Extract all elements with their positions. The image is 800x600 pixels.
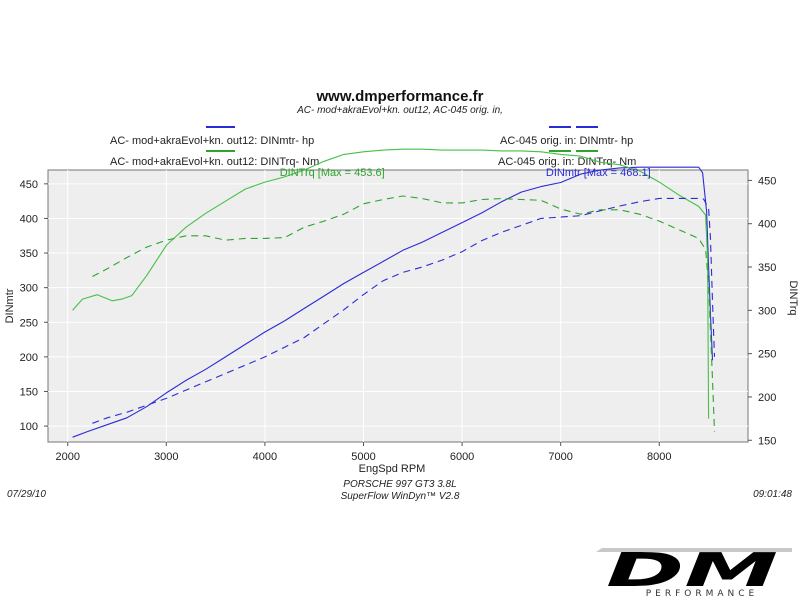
x-tick-label: 3000	[154, 451, 178, 463]
footer-software: SuperFlow WinDyn™ V2.8	[340, 491, 460, 502]
y2-axis-label: DINTrq	[787, 280, 799, 315]
plot-area	[47, 169, 749, 443]
y2-tick-label: 400	[758, 219, 776, 231]
y-tick-label: 300	[20, 283, 38, 295]
y2-tick-label: 200	[758, 392, 776, 404]
x-tick-label: 7000	[548, 451, 572, 463]
x-tick-label: 4000	[253, 451, 277, 463]
y-axis-label: DINmtr	[4, 288, 16, 323]
tick-labels: 2000 3000 4000 5000 6000 7000 8000 100 150 200 250…	[20, 175, 777, 463]
y-tick-label: 100	[20, 421, 38, 433]
series-lines	[72, 148, 716, 438]
series-line-4	[92, 195, 716, 432]
footer-time: 09:01:48	[753, 489, 792, 500]
y2-tick-label: 450	[758, 175, 776, 187]
legend-swatch-right-nm-2	[576, 150, 598, 152]
series-line-3	[92, 197, 716, 424]
page-subtitle: AC- mod+akraEvol+kn. out12, AC-045 orig.…	[297, 105, 503, 116]
legend-swatch-right-hp-2	[576, 126, 598, 128]
footer-date: 07/29/10	[7, 489, 46, 500]
y-tick-label: 200	[20, 352, 38, 364]
page-title: www.dmperformance.fr	[316, 88, 484, 105]
legend-left-nm: AC- mod+akraEvol+kn. out12: DINTrq- Nm	[110, 156, 320, 168]
legend-swatch-right-nm-1	[549, 150, 571, 152]
series-line-2	[72, 148, 710, 419]
x-tick-label: 2000	[55, 451, 79, 463]
y-tick-label: 450	[20, 179, 38, 191]
legend-left-hp: AC- mod+akraEvol+kn. out12: DINmtr- hp	[110, 135, 315, 147]
footer-car: PORSCHE 997 GT3 3.8L	[343, 479, 457, 490]
y-tick-label: 250	[20, 317, 38, 329]
dm-performance-logo: DM PERFORMANCE	[596, 546, 792, 598]
annotation-2: DINmtr [Max = 468.1]	[546, 167, 651, 179]
series-line-1	[72, 166, 714, 438]
y2-tick-label: 150	[758, 435, 776, 447]
y-tick-label: 400	[20, 213, 38, 225]
grid-lines	[48, 170, 748, 442]
legend-right-nm: AC-045 orig. in: DINTrq- Nm	[498, 156, 637, 168]
annotations: DINTrq [Max = 453.6] DINmtr [Max = 468.1]	[280, 167, 651, 179]
x-tick-label: 8000	[647, 451, 671, 463]
logo-subtitle: PERFORMANCE	[646, 589, 759, 598]
y2-tick-label: 300	[758, 305, 776, 317]
y2-tick-label: 350	[758, 262, 776, 274]
logo-letters: DM	[606, 546, 778, 597]
legend-swatch-left-hp	[206, 126, 235, 128]
legend-swatch-left-nm	[206, 150, 235, 152]
annotation-1: DINTrq [Max = 453.6]	[280, 167, 385, 179]
y2-tick-label: 250	[758, 349, 776, 361]
x-tick-label: 6000	[450, 451, 474, 463]
y-tick-label: 350	[20, 248, 38, 260]
x-tick-label: 5000	[351, 451, 375, 463]
y-tick-label: 150	[20, 386, 38, 398]
legend-right-hp: AC-045 orig. in: DINmtr- hp	[500, 135, 634, 147]
legend-swatch-right-hp-1	[549, 126, 571, 128]
x-axis-label: EngSpd RPM	[359, 463, 426, 475]
